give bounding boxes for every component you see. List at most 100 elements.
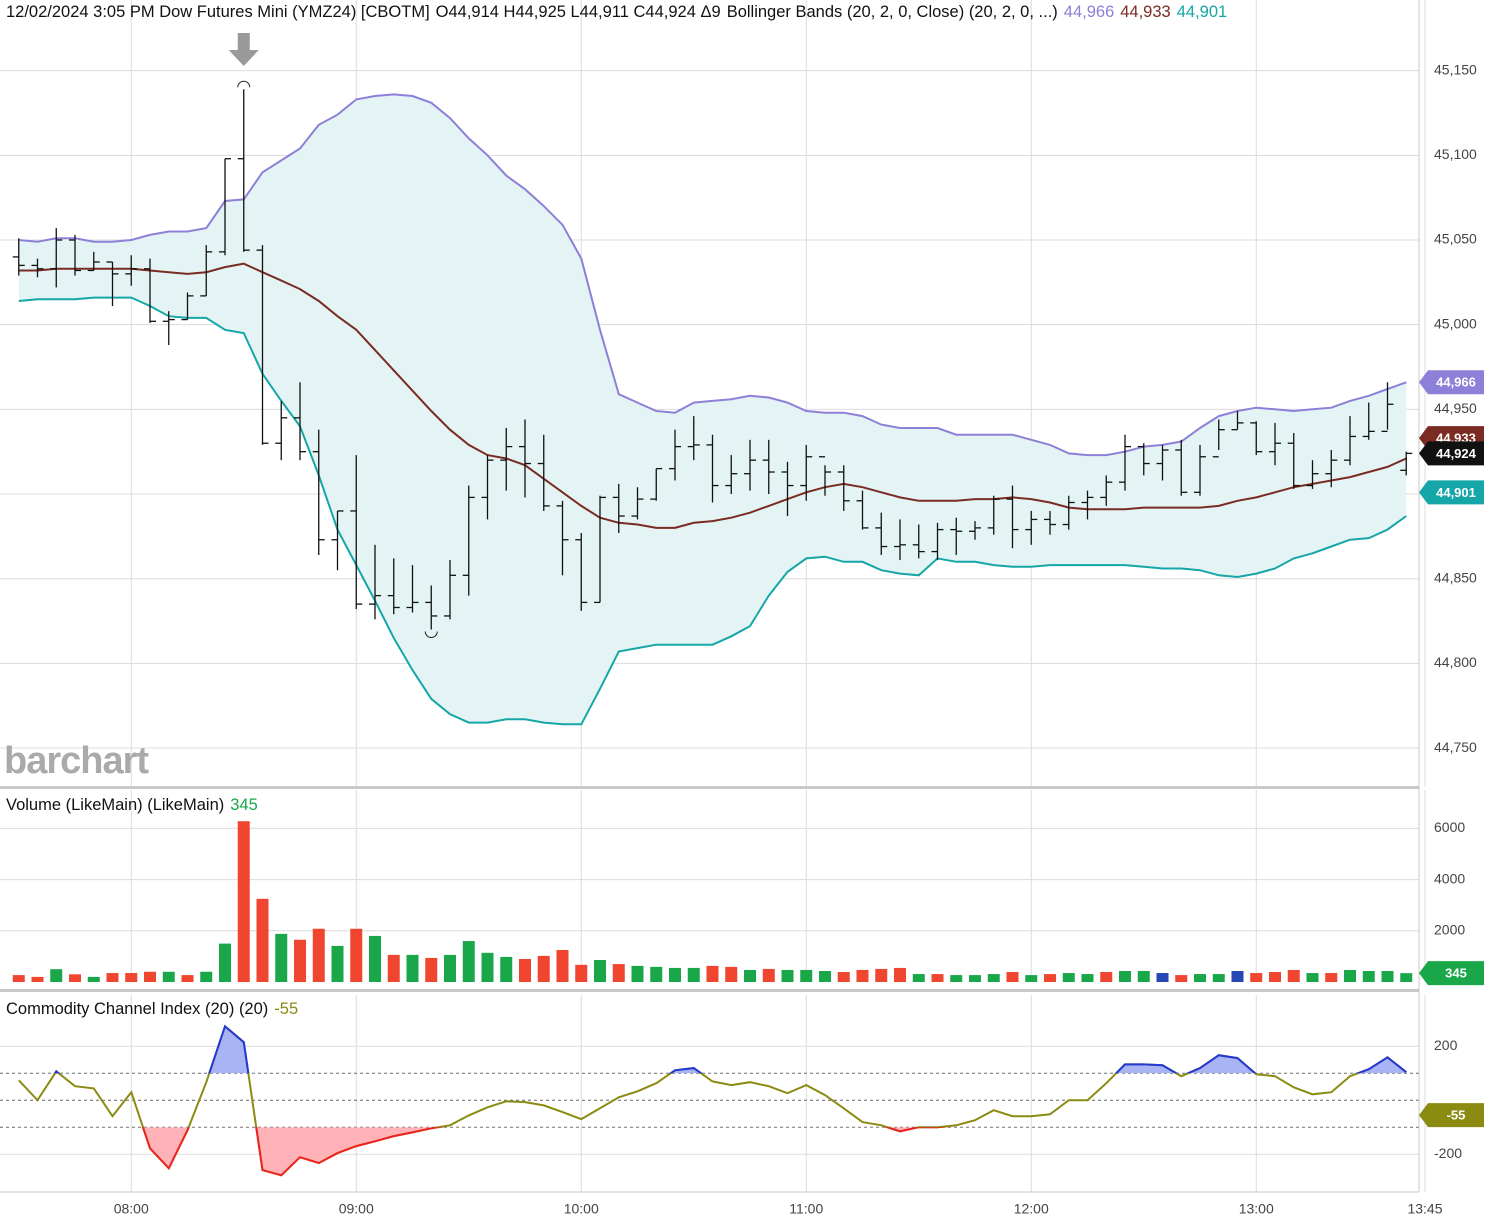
volume-bar bbox=[1194, 974, 1206, 982]
y-tick-label: 44,750 bbox=[1434, 739, 1477, 755]
volume-bar bbox=[744, 969, 756, 982]
volume-bar bbox=[519, 958, 531, 982]
volume-bar bbox=[369, 935, 381, 982]
volume-bar bbox=[256, 898, 269, 982]
band-fill bbox=[18, 94, 1407, 725]
x-tick-label: 13:45 bbox=[1407, 1201, 1442, 1217]
cci-low-fill bbox=[142, 1127, 919, 1176]
price-header: 12/02/2024 3:05 PM Dow Futures Mini (YMZ… bbox=[6, 3, 1227, 22]
panel-separator bbox=[0, 786, 1419, 789]
volume-bar bbox=[912, 974, 925, 982]
volume-bar bbox=[819, 970, 831, 982]
price-tag: 44,924 bbox=[1436, 446, 1477, 461]
y-tick-label: 200 bbox=[1434, 1037, 1458, 1053]
volume-bar bbox=[1344, 969, 1356, 982]
volume-bar bbox=[425, 957, 438, 982]
volume-bar bbox=[481, 952, 494, 982]
volume-bar bbox=[950, 975, 963, 982]
volume-bar bbox=[350, 928, 363, 982]
volume-bar bbox=[125, 973, 138, 982]
volume-bar bbox=[837, 972, 850, 982]
volume-bar bbox=[575, 964, 588, 982]
volume-bar bbox=[1006, 972, 1019, 982]
volume-bar bbox=[144, 971, 156, 982]
cci-header: Commodity Channel Index (20) (20) -55 bbox=[6, 1000, 298, 1019]
volume-bar bbox=[706, 965, 719, 982]
volume-bar bbox=[1100, 972, 1113, 982]
y-tick-label: 44,950 bbox=[1434, 400, 1477, 416]
volume-bar bbox=[1044, 974, 1056, 982]
band-line bbox=[18, 262, 1407, 529]
volume-bar bbox=[894, 967, 906, 982]
x-tick-label: 08:00 bbox=[114, 1201, 149, 1217]
y-tick-label: 45,000 bbox=[1434, 315, 1477, 331]
volume-bar bbox=[537, 955, 550, 982]
volume-tag-bg bbox=[1419, 961, 1484, 986]
volume-tag: 345 bbox=[1445, 966, 1467, 981]
volume-bar bbox=[987, 974, 1000, 982]
cci-readout: -55 bbox=[274, 1000, 299, 1018]
volume-bar bbox=[1062, 973, 1075, 982]
volume-bar bbox=[1269, 972, 1281, 982]
volume-bar bbox=[612, 964, 625, 982]
volume-bar bbox=[594, 959, 606, 982]
x-tick-label: 13:00 bbox=[1239, 1201, 1274, 1217]
volume-bar bbox=[687, 967, 700, 982]
indicator-label: Bollinger Bands (20, 2, 0, Close) (20, 2… bbox=[726, 3, 1058, 21]
volume-bar bbox=[931, 974, 944, 982]
x-tick-label: 09:00 bbox=[339, 1201, 374, 1217]
band-tag-bg bbox=[1419, 370, 1484, 395]
volume-bar bbox=[1287, 969, 1300, 982]
volume-bar bbox=[762, 968, 775, 982]
volume-bar bbox=[312, 928, 325, 982]
volume-bar bbox=[1137, 970, 1150, 982]
x-tick-label: 12:00 bbox=[1014, 1201, 1049, 1217]
volume-bar bbox=[87, 976, 100, 982]
y-tick-label: 44,800 bbox=[1434, 654, 1477, 670]
quote: O44,914 H44,925 L44,911 C44,924 Δ9 bbox=[435, 3, 721, 21]
volume-bar bbox=[1156, 973, 1169, 982]
price-tag-bg bbox=[1419, 441, 1484, 466]
volume-bar bbox=[1381, 970, 1394, 982]
band-line bbox=[18, 93, 1407, 457]
volume-title: Volume (LikeMain) (LikeMain) bbox=[6, 796, 225, 814]
chart-title: 12/02/2024 3:05 PM Dow Futures Mini (YMZ… bbox=[6, 3, 430, 21]
volume-bar bbox=[219, 943, 231, 982]
volume-bar bbox=[969, 975, 981, 982]
volume-bar bbox=[1119, 970, 1131, 982]
volume-bar bbox=[406, 954, 419, 982]
volume-bar bbox=[650, 966, 663, 982]
volume-bar bbox=[69, 974, 81, 982]
y-tick-label: 45,050 bbox=[1434, 231, 1477, 247]
volume-header: Volume (LikeMain) (LikeMain) 345 bbox=[6, 796, 258, 815]
y-tick-label: 2000 bbox=[1434, 922, 1465, 938]
volume-bar bbox=[1400, 973, 1413, 982]
y-tick-label: 4000 bbox=[1434, 870, 1465, 886]
volume-bar bbox=[631, 965, 644, 982]
volume-bar bbox=[275, 933, 288, 982]
volume-bar bbox=[31, 976, 44, 982]
volume-bar bbox=[669, 967, 681, 982]
volume-bar bbox=[387, 954, 400, 982]
volume-bar bbox=[856, 969, 869, 982]
band-tag-bg bbox=[1419, 480, 1484, 505]
volume-bar bbox=[1362, 970, 1375, 982]
volume-bar bbox=[162, 971, 175, 982]
volume-bar bbox=[556, 950, 569, 982]
watermark: barchart bbox=[4, 740, 149, 782]
band-tag: 44,901 bbox=[1436, 485, 1476, 500]
y-tick-label: 45,150 bbox=[1434, 61, 1477, 77]
lower-readout: 44,901 bbox=[1176, 3, 1228, 21]
volume-bar bbox=[237, 821, 250, 982]
volume-bar bbox=[800, 969, 813, 982]
y-tick-label: 6000 bbox=[1434, 819, 1465, 835]
cci-tag-bg bbox=[1419, 1103, 1484, 1128]
upper-readout: 44,966 bbox=[1063, 3, 1115, 21]
volume-bar bbox=[200, 971, 213, 982]
y-tick-label: 44,850 bbox=[1434, 569, 1477, 585]
volume-bar bbox=[1081, 974, 1094, 982]
